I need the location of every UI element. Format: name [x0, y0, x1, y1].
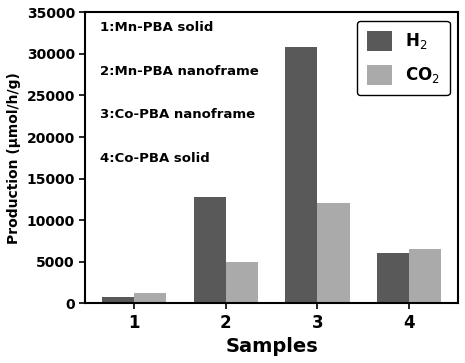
- Bar: [102, 297, 134, 303]
- Text: 3:Co-PBA nanoframe: 3:Co-PBA nanoframe: [100, 108, 255, 121]
- Y-axis label: Production (μmol/h/g): Production (μmol/h/g): [7, 72, 21, 244]
- X-axis label: Samples: Samples: [226, 337, 318, 356]
- Text: 1:Mn-PBA solid: 1:Mn-PBA solid: [100, 21, 213, 34]
- Bar: [318, 203, 350, 303]
- Bar: [377, 253, 409, 303]
- Text: 2:Mn-PBA nanoframe: 2:Mn-PBA nanoframe: [100, 65, 259, 78]
- Bar: [134, 293, 166, 303]
- Bar: [409, 249, 441, 303]
- Bar: [286, 47, 318, 303]
- Bar: [226, 262, 258, 303]
- Bar: [194, 197, 226, 303]
- Legend: H$_2$, CO$_2$: H$_2$, CO$_2$: [357, 21, 450, 95]
- Text: 4:Co-PBA solid: 4:Co-PBA solid: [100, 152, 210, 165]
